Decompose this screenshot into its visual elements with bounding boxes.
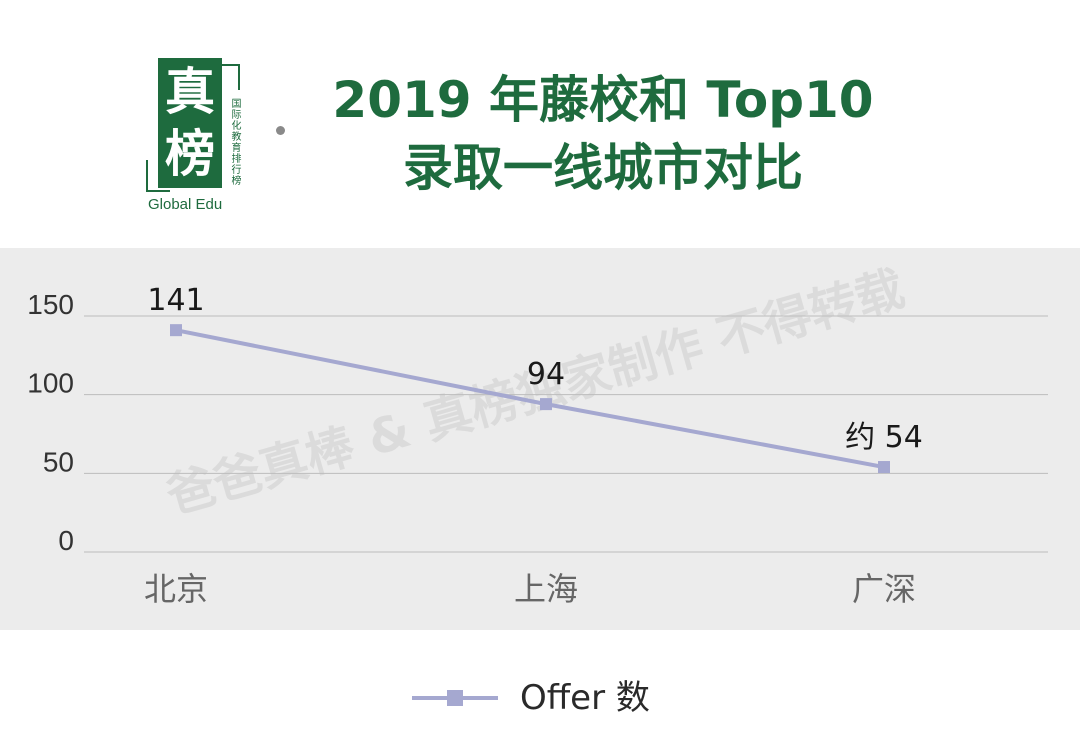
gridlines	[84, 315, 1048, 553]
y-tick-label: 150	[27, 289, 74, 320]
series-offer-count	[170, 324, 890, 474]
y-axis-ticks: 0 50 100 150	[27, 289, 74, 556]
y-tick-label: 100	[27, 368, 74, 399]
logo-frame-corner	[212, 64, 240, 90]
header: 真 榜 国际化教育排行榜 Global Edu 2019 年藤校和 Top10 …	[0, 0, 1080, 248]
logo-char-bottom: 榜	[165, 125, 215, 183]
watermark: 爸爸真棒 & 真榜独家制作 不得转载	[160, 260, 911, 525]
legend: Offer 数	[0, 666, 1080, 726]
title-bullet-dot	[276, 126, 285, 135]
data-point-marker	[170, 324, 182, 337]
page-title: 2019 年藤校和 Top10 录取一线城市对比	[298, 66, 908, 202]
y-tick-label: 0	[58, 525, 74, 556]
logo-frame-corner	[146, 160, 170, 192]
x-axis-ticks: 北京 上海 广深	[144, 570, 916, 608]
data-label: 141	[147, 283, 204, 318]
x-tick-label: 上海	[514, 570, 578, 608]
brand-logo: 真 榜 国际化教育排行榜 Global Edu	[142, 52, 246, 222]
chart-panel: 爸爸真棒 & 真榜独家制作 不得转载 0 50 100 150 北京 上海 广深 141 9…	[0, 248, 1080, 630]
data-point-marker	[878, 461, 890, 474]
page-title-line-2: 录取一线城市对比	[403, 139, 803, 197]
line-chart: 爸爸真棒 & 真榜独家制作 不得转载 0 50 100 150 北京 上海 广深 141 9…	[27, 260, 1048, 608]
x-tick-label: 北京	[144, 570, 208, 608]
logo-block: 真 榜	[158, 58, 222, 188]
legend-label: Offer 数	[520, 678, 650, 718]
y-tick-label: 50	[43, 446, 74, 477]
data-label: 94	[527, 357, 565, 392]
logo-subtitle: Global Edu	[148, 196, 223, 213]
logo-char-top: 真	[165, 63, 215, 121]
legend-marker-icon	[447, 690, 463, 706]
logo-tagline: 国际化教育排行榜	[229, 98, 240, 186]
page-title-line-1: 2019 年藤校和 Top10	[332, 71, 874, 129]
data-label: 约 54	[845, 420, 923, 455]
data-labels: 141 94 约 54	[147, 283, 922, 455]
x-tick-label: 广深	[852, 570, 916, 608]
data-point-marker	[540, 398, 552, 411]
